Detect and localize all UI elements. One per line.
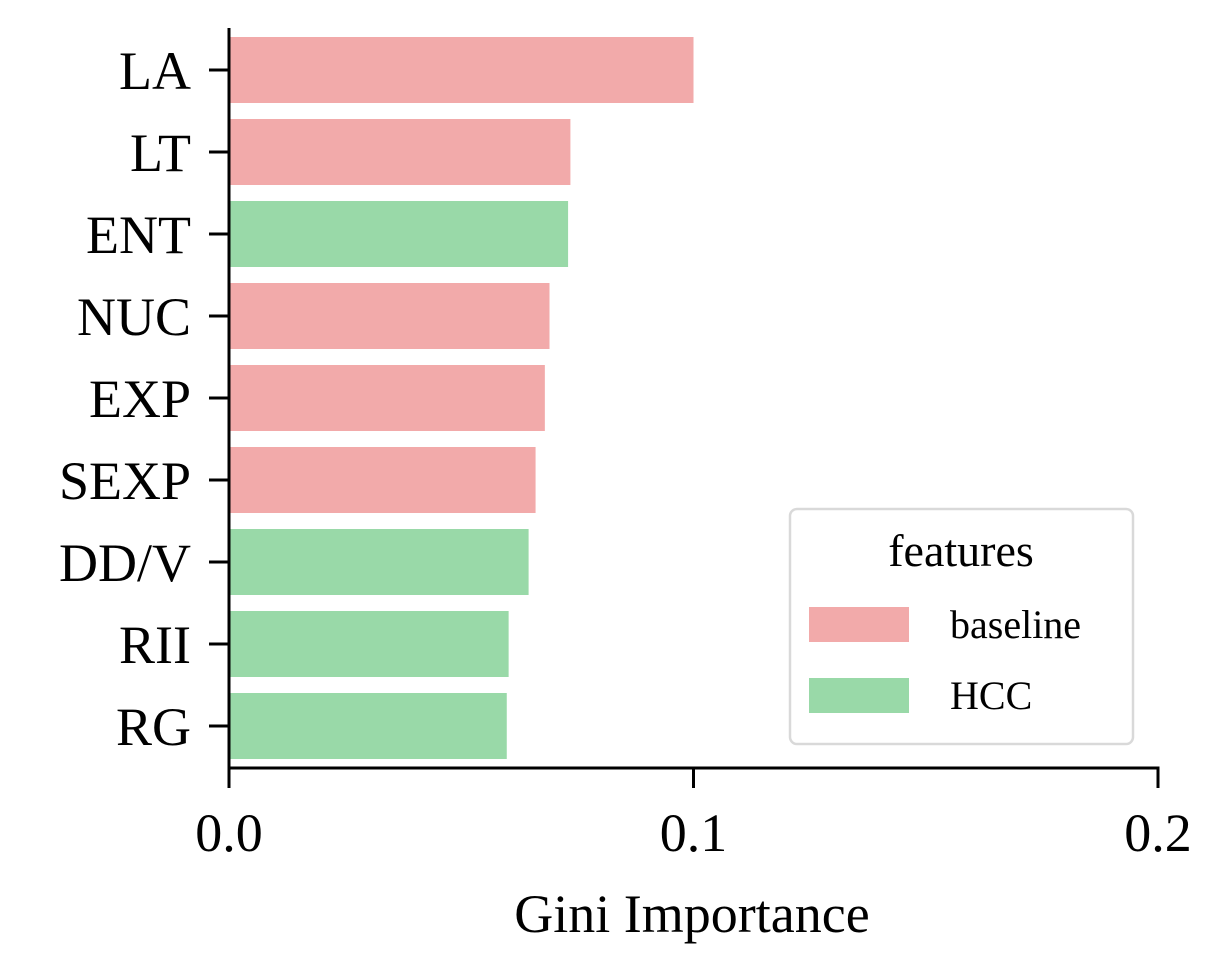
axes-layer: LA LT ENT NUC EXP SEXP DD/V RII RG0.0 0.1 0.2 [59, 28, 1192, 863]
y-tick-label-exp: EXP [89, 369, 191, 429]
bar-rg [229, 693, 507, 759]
y-tick-label-rg: RG [116, 697, 191, 757]
legend-title: features [888, 525, 1034, 576]
y-tick-label-sexp: SEXP [59, 451, 191, 511]
bar-la [229, 37, 694, 103]
y-tick-label-dd-v: DD/V [59, 533, 191, 593]
legend: features baseline HCC [788, 507, 1135, 746]
x-tick-label-0: 0.0 [195, 803, 263, 863]
bar-rii [229, 611, 509, 677]
bar-dd-v [229, 529, 529, 595]
y-tick-label-la: LA [119, 41, 191, 101]
legend-swatch-baseline [809, 607, 909, 642]
y-tick-label-rii: RII [119, 615, 191, 675]
bar-ent [229, 201, 569, 267]
bar-lt [229, 119, 571, 185]
x-axis-title: Gini Importance [514, 884, 869, 944]
x-tick-label-2: 0.2 [1124, 803, 1192, 863]
y-tick-label-nuc: NUC [77, 287, 191, 347]
bars-layer [229, 37, 694, 759]
x-tick-label-1: 0.1 [660, 803, 728, 863]
legend-entries: baseline HCC [809, 602, 1081, 718]
bar-sexp [229, 447, 536, 513]
bar-nuc [229, 283, 550, 349]
bar-exp [229, 365, 545, 431]
legend-swatch-hcc [809, 678, 909, 713]
legend-label-baseline: baseline [950, 602, 1081, 647]
y-tick-label-lt: LT [130, 123, 191, 183]
legend-label-hcc: HCC [950, 673, 1032, 718]
y-tick-label-ent: ENT [86, 205, 191, 265]
